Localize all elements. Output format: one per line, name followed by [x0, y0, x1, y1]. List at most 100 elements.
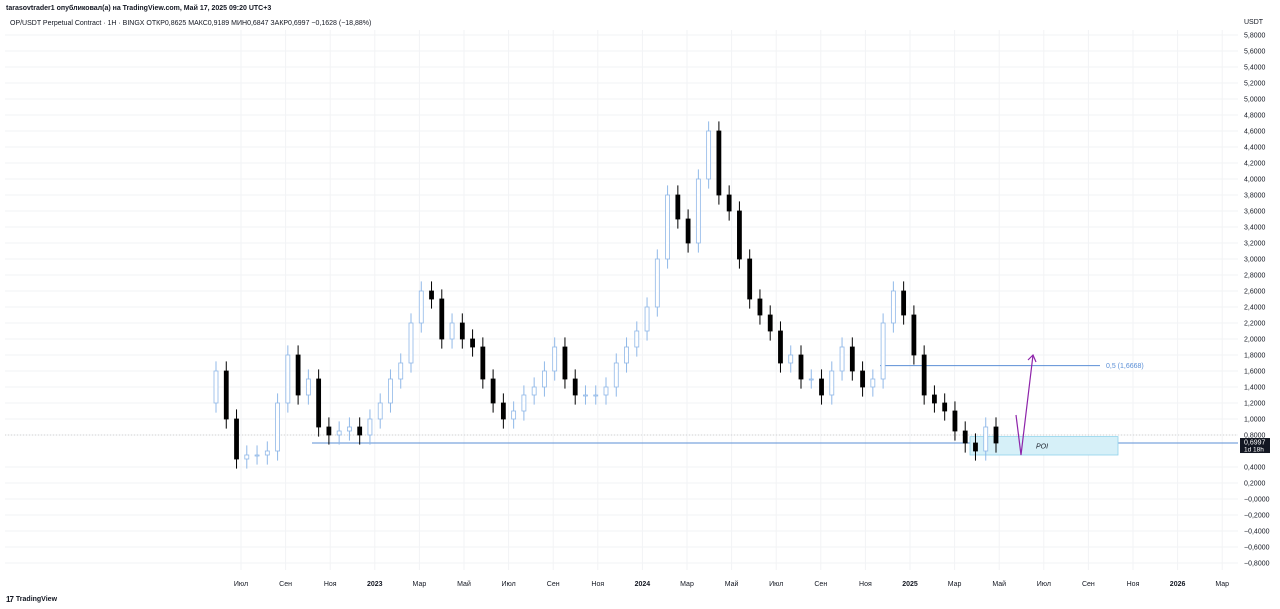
price-tick-label: 2,2000 [1244, 321, 1266, 328]
candle-body [634, 330, 640, 348]
candle-body [234, 418, 239, 460]
time-tick-label: Сен [814, 581, 827, 588]
price-tick-label: 1,2000 [1244, 401, 1266, 408]
candle-body [932, 394, 937, 404]
candle-body [500, 402, 506, 420]
candle-body [737, 210, 742, 260]
tradingview-logo-icon: 17 [6, 595, 14, 604]
publisher-line: tarasovtrader1 опубликовал(а) на Trading… [6, 5, 272, 12]
candle-body [706, 130, 712, 180]
candle-body [973, 442, 978, 452]
time-tick-label: Май [457, 580, 471, 588]
candle-body [388, 378, 393, 404]
time-tick-label: Ноя [1127, 581, 1140, 588]
candle-body [808, 378, 814, 381]
candle-body [367, 418, 373, 436]
price-tick-label: 5,4000 [1244, 65, 1266, 72]
price-tick-label: 3,4000 [1244, 225, 1266, 232]
candle-body [829, 370, 835, 396]
candle-body [347, 426, 352, 432]
candle-body [593, 394, 599, 397]
price-tick-label: 3,2000 [1244, 241, 1266, 248]
candle-body [767, 314, 773, 332]
candle-body [890, 290, 896, 324]
candle-body [223, 370, 229, 420]
time-tick-label: Мар [948, 581, 962, 588]
price-tick-label: 4,2000 [1244, 161, 1266, 168]
candle-body [788, 354, 794, 364]
price-tick-label: 4,4000 [1244, 145, 1266, 152]
candle-body [326, 426, 332, 436]
candle-body [860, 370, 865, 388]
price-tick-label: 2,8000 [1244, 273, 1266, 280]
time-tick-label: Ноя [324, 581, 337, 588]
candle-body [285, 354, 291, 404]
price-tick-label: 4,0000 [1244, 177, 1266, 184]
price-tick-label: 3,0000 [1244, 257, 1266, 264]
candle-body [357, 426, 363, 436]
candle-body [901, 290, 907, 316]
candle-body [521, 394, 527, 412]
price-tag-countdown: 1d 18h [1244, 447, 1264, 454]
candle-body [962, 430, 968, 444]
price-tick-label: −0,2000 [1244, 513, 1270, 520]
candle-body [665, 194, 670, 260]
candle-body [398, 362, 404, 380]
candle-body [695, 178, 701, 244]
time-tick-label: Май [725, 580, 739, 588]
footer: 17 TradingView [6, 595, 57, 604]
candle-body [562, 346, 568, 380]
candle-body [542, 370, 547, 388]
time-tick-label: Сен [1082, 581, 1095, 588]
candle-body [654, 258, 660, 308]
candle-body [408, 322, 414, 364]
candle-body [583, 394, 588, 397]
time-tick-label: Май [992, 580, 1006, 588]
candle-body [275, 402, 280, 452]
candle-body [747, 258, 753, 300]
candle-body [675, 194, 681, 220]
candle-body [305, 378, 311, 396]
projection-arrowhead [1027, 353, 1037, 363]
price-tag-value: 0,6997 [1244, 440, 1266, 447]
candle-body [624, 346, 629, 364]
price-tick-label: 1,6000 [1244, 369, 1266, 376]
projection-path [1015, 354, 1034, 456]
time-tick-label: Сен [547, 581, 560, 588]
candle-body [942, 402, 948, 412]
price-tick-label: −0,0000 [1244, 497, 1270, 504]
candle-body [490, 378, 496, 404]
candle-body [952, 410, 958, 432]
candle-body [336, 430, 342, 436]
time-tick-label: 2024 [635, 581, 651, 588]
poi-label: POI [1036, 443, 1048, 450]
candle-body [778, 330, 783, 364]
price-tag-box [1240, 438, 1270, 454]
price-tick-label: 5,6000 [1244, 49, 1266, 56]
candle-body [511, 410, 517, 420]
price-tick-label: 2,0000 [1244, 337, 1266, 344]
candle-body [552, 346, 558, 372]
time-tick-label: 2025 [902, 581, 918, 588]
candles-series [213, 121, 999, 469]
candle-body [716, 130, 722, 196]
currency-label: USDT [1244, 19, 1264, 26]
price-tick-label: −0,4000 [1244, 529, 1270, 536]
candle-body [449, 322, 455, 340]
candle-body [880, 322, 886, 380]
time-tick-label: Июл [234, 581, 248, 588]
candle-body [480, 346, 486, 380]
price-tick-label: −0,8000 [1244, 561, 1270, 568]
price-axis: 5,8000 5,6000 5,4000 5,2000 5,0000 4,8000 4,60… [1244, 33, 1270, 568]
candle-body [439, 298, 445, 340]
footer-logo-text: TradingView [15, 596, 58, 603]
symbol-info: OP/USDT Perpetual Contract · 1H · BINGX … [10, 20, 372, 27]
price-tick-label: 3,8000 [1244, 193, 1266, 200]
price-tick-label: 1,4000 [1244, 385, 1266, 392]
fib-level-label: 0,5 (1,6668) [1106, 363, 1144, 370]
time-tick-label: Июл [769, 581, 783, 588]
time-tick-label: 2023 [367, 581, 383, 588]
chart-grid [5, 30, 1238, 570]
poi-rectangle [969, 436, 1119, 456]
